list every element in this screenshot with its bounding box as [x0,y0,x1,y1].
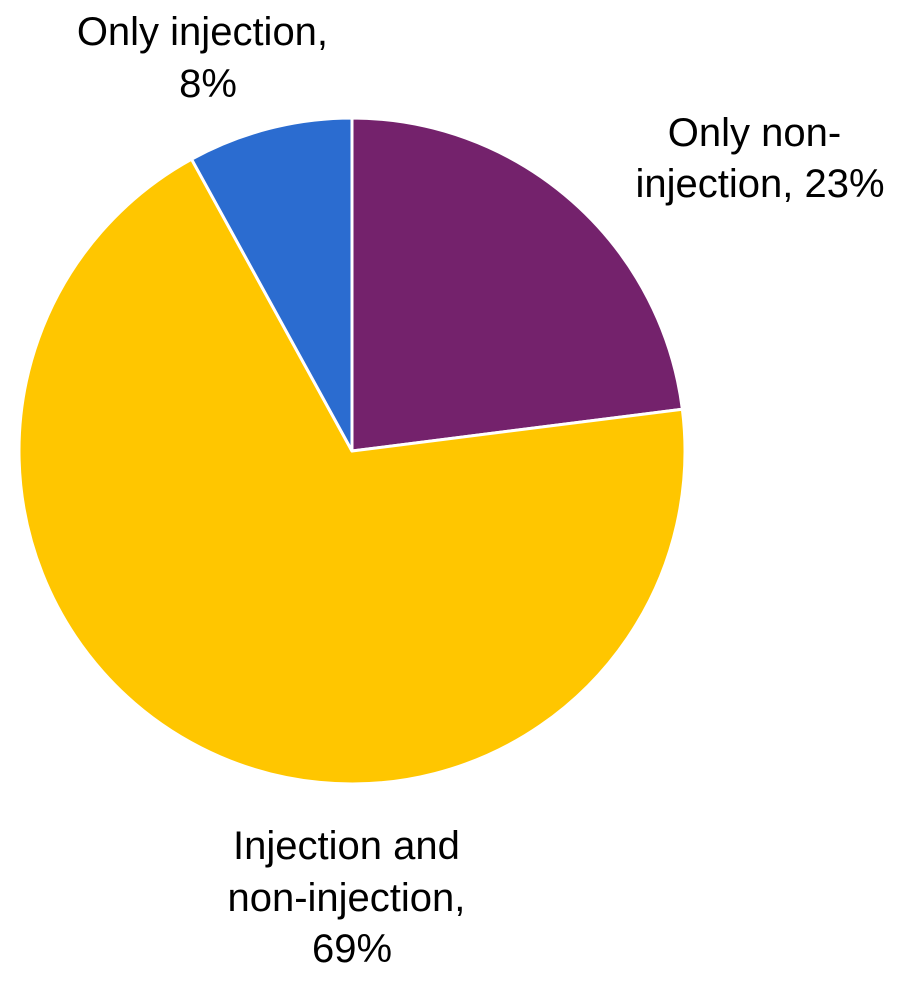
pie-slice-only-injection [190,116,354,453]
pie-slice-injection-and-non-injection [17,157,687,786]
slice-label-only-non-injection: Only non- injection, 23% [635,111,884,206]
slice-label-only-injection: Only injection, 8% [77,10,339,106]
pie-slices [17,116,687,786]
pie-labels: Only non- injection, 23% Injection and n… [77,10,885,971]
pie-slice-only-non-injection [350,116,684,453]
slice-label-injection-and-non-injection: Injection and non-injection, 69% [227,824,476,971]
